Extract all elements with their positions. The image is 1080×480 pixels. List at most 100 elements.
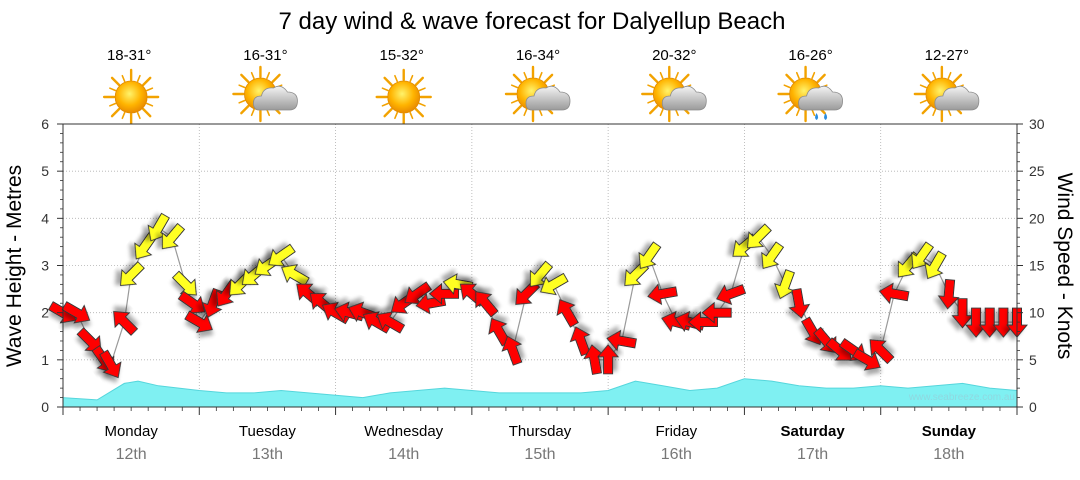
sun-ray (659, 108, 664, 117)
sun-ray (121, 111, 126, 120)
sun-ray (418, 102, 426, 107)
sunny-icon (375, 68, 432, 126)
chart-title: 7 day wind & wave forecast for Dalyellup… (279, 8, 786, 35)
sun-ray (109, 87, 117, 92)
sun-ray (381, 87, 389, 92)
cloud-shape (253, 85, 298, 111)
wind-arrows (48, 212, 1028, 379)
sun-ray (266, 71, 271, 80)
sun-ray (523, 108, 528, 117)
left-tick-label: 1 (41, 352, 49, 368)
weather-icons (102, 65, 980, 126)
sun-ray (250, 71, 255, 80)
day-name-label: Friday (655, 423, 697, 440)
day-date-label: 14th (388, 446, 419, 463)
sun-ray (109, 102, 117, 107)
sun-ray (110, 76, 121, 87)
right-tick-label: 15 (1029, 258, 1045, 274)
wind-arrow (61, 301, 91, 324)
wind-arrow (924, 250, 947, 280)
day-name-label: Monday (104, 423, 158, 440)
wind-arrow (113, 310, 139, 336)
sun-ray (648, 104, 659, 115)
day-temp-label: 15-32° (380, 47, 424, 64)
sunny-icon (102, 68, 160, 126)
wind-arrow (774, 269, 795, 300)
wind-arrow (869, 339, 895, 365)
left-tick-label: 5 (41, 163, 49, 179)
wind-arrow (268, 243, 296, 267)
day-name-label: Sunday (922, 423, 977, 440)
sun-ray (785, 73, 795, 84)
cloud-shape (525, 85, 571, 111)
cloud-shape (798, 85, 843, 111)
sun-ray (271, 73, 281, 84)
sun-ray (238, 99, 246, 104)
left-axis: 0 1 2 3 4 5 6 (41, 116, 63, 415)
day-temp-label: 16-31° (243, 47, 287, 64)
wind-arrow (376, 311, 406, 334)
sun-ray (240, 73, 250, 84)
rain-drop (815, 113, 819, 120)
sun-ray (919, 99, 927, 104)
day-name-label: Thursday (509, 423, 572, 440)
sun-ray (921, 73, 932, 84)
sun-ray (250, 108, 255, 117)
sun-ray (136, 111, 141, 120)
wind-arrow (556, 299, 579, 328)
sun-ray (674, 108, 679, 117)
sun-ray (919, 84, 927, 89)
partly-cloudy-icon (913, 65, 980, 123)
day-date-label: 15th (524, 446, 555, 463)
shower-icon (777, 65, 843, 123)
sun-ray (121, 74, 126, 83)
wind-arrow (99, 349, 122, 379)
day-date-label: 13th (252, 446, 283, 463)
day-date-label: 17th (797, 446, 828, 463)
sun-ray (811, 108, 816, 117)
wind-arrow (597, 344, 620, 375)
sun-ray (785, 104, 795, 115)
partly-cloudy-icon (641, 65, 707, 123)
sun-ray (795, 108, 800, 117)
sun-ray (510, 84, 519, 89)
wind-arrow (746, 223, 772, 249)
wind-arrow (184, 310, 213, 333)
wind-arrow (716, 284, 747, 305)
day-date-label: 18th (933, 446, 964, 463)
sun-ray (947, 71, 952, 80)
sun-ray (647, 99, 655, 104)
sun-ray (783, 99, 791, 104)
sun-ray (659, 71, 664, 80)
plot-area: www.seabreeze.com.au (48, 123, 1028, 408)
sun-ray (510, 99, 519, 104)
right-axis-label: Wind Speed - Knots (1053, 173, 1076, 360)
sun-ray (146, 87, 154, 92)
wind-arrow (281, 264, 310, 287)
sun-ray (538, 108, 543, 117)
wind-arrow (529, 260, 554, 287)
wind-arrow (161, 222, 186, 250)
rain-drop (824, 113, 828, 120)
sun-ray (648, 73, 659, 84)
sun-ray (932, 108, 937, 117)
sun-ray (538, 71, 543, 80)
sun-ray (383, 107, 393, 118)
day-temp-label: 16-34° (516, 47, 560, 64)
sun-ray (783, 84, 791, 89)
sun-ray (647, 84, 655, 89)
sun-ray (394, 111, 399, 120)
sun-rays (102, 68, 160, 126)
cloud (661, 85, 707, 111)
right-tick-label: 25 (1029, 163, 1045, 179)
wind-arrow (404, 281, 432, 305)
sun-rays (375, 68, 432, 126)
day-name-label: Saturday (780, 423, 845, 440)
wind-arrow (177, 290, 206, 314)
sun-ray (680, 73, 690, 84)
sun-ray (418, 87, 426, 92)
cloud-shape (934, 85, 980, 111)
right-tick-label: 0 (1029, 399, 1037, 415)
left-axis-label: Wave Height - Metres (3, 165, 26, 367)
sun-ray (921, 104, 932, 115)
